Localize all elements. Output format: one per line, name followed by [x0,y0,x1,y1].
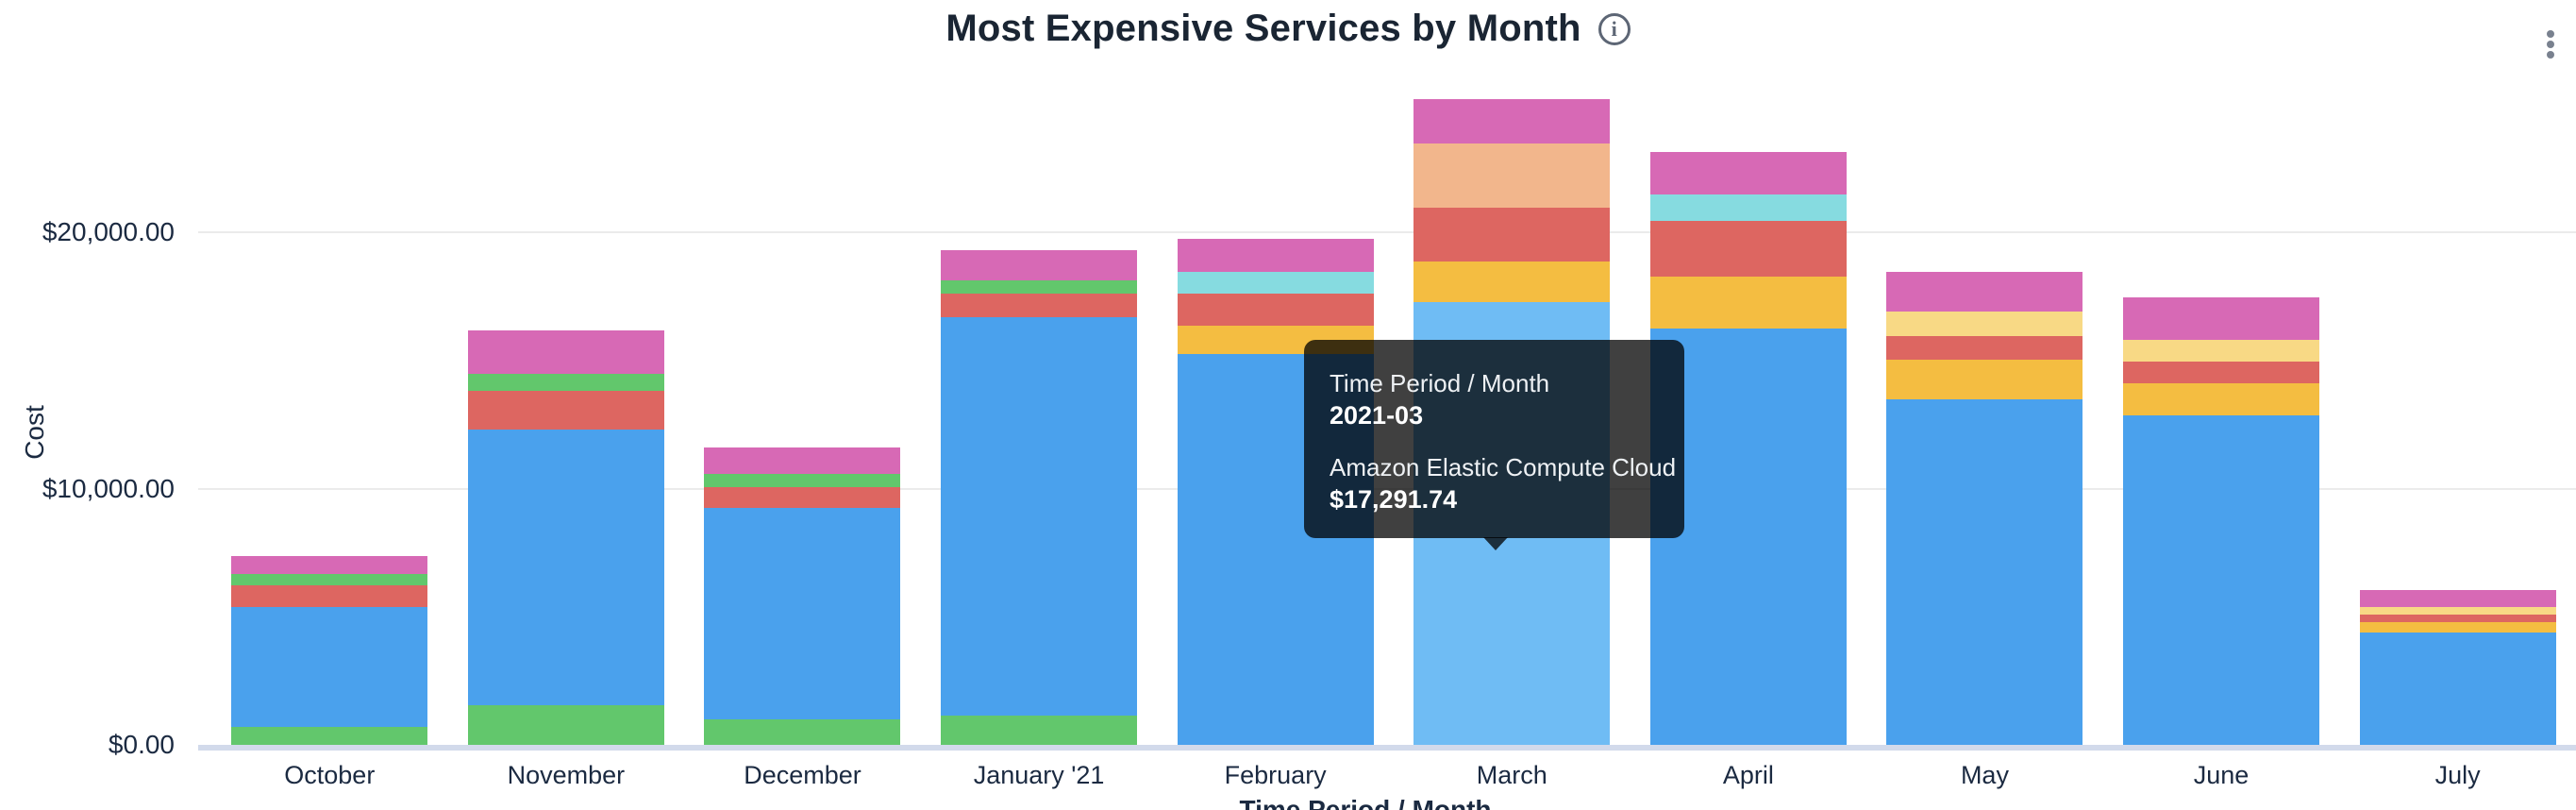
segment-green-october[interactable] [231,574,428,586]
x-axis-title: Time Period / Month [1239,795,1492,810]
bar-cell-june [2103,0,2340,745]
segment-blue-may[interactable] [1886,398,2083,745]
segment-blue-june[interactable] [2123,414,2320,745]
bar-cell-november [448,0,685,745]
segment-green-november[interactable] [467,373,664,391]
tooltip-period: 2021-03 [1330,401,1424,430]
x-axis-label-april: April [1722,761,1774,789]
segment-yellow-june[interactable] [2123,382,2320,415]
segment-pink-june[interactable] [2123,297,2320,340]
bar-june[interactable] [2123,297,2320,745]
segment-pale_yellow-july[interactable] [2359,607,2556,616]
x-axis-label-january-21: January '21 [973,761,1105,789]
y-axis-title: Cost [19,405,49,460]
segment-blue-december[interactable] [704,507,901,719]
segment-red-october[interactable] [231,585,428,608]
x-axis-label-march: March [1476,761,1547,789]
more-menu-button[interactable] [2543,26,2558,62]
segment-green-january-21[interactable] [941,715,1138,745]
bar-december[interactable] [704,447,901,745]
kebab-dot [2547,30,2554,38]
segment-green-november[interactable] [467,704,664,745]
segment-red-march[interactable] [1413,207,1611,262]
bar-november[interactable] [467,329,664,745]
segment-yellow-july[interactable] [2359,622,2556,633]
x-axis-label-june: June [2193,761,2250,789]
segment-red-may[interactable] [1886,335,2083,360]
chart-header: Most Expensive Services by Month i [0,8,2576,50]
segment-cyan-february[interactable] [1177,272,1374,294]
segment-peach-march[interactable] [1413,143,1611,208]
segment-blue-november[interactable] [467,429,664,705]
plot-area [211,0,2576,745]
segment-green-january-21[interactable] [941,279,1138,294]
segment-pink-january-21[interactable] [941,250,1138,280]
segment-pale_yellow-may[interactable] [1886,311,2083,336]
tooltip: Time Period / Month 2021-03 Amazon Elast… [1304,340,1684,550]
segment-yellow-march[interactable] [1413,261,1611,302]
gridline-20000 [198,231,2576,233]
segment-red-april[interactable] [1649,221,1847,278]
x-axis-label-may: May [1960,761,2009,789]
segment-pink-may[interactable] [1886,271,2083,312]
segment-pink-july[interactable] [2359,590,2556,608]
segment-cyan-april[interactable] [1649,194,1847,222]
x-axis-labels: October November December January '21 Februa… [211,761,2576,790]
bar-cell-july [2339,0,2576,745]
segment-red-january-21[interactable] [941,293,1138,317]
segment-red-december[interactable] [704,486,901,508]
segment-yellow-april[interactable] [1649,277,1847,329]
segment-pink-april[interactable] [1649,151,1847,195]
segment-blue-october[interactable] [231,607,428,727]
y-axis-tick-label-0: $0.00 [108,730,175,759]
bar-may[interactable] [1886,271,2083,745]
segment-blue-january-21[interactable] [941,316,1138,716]
segment-red-july[interactable] [2359,615,2556,623]
segment-pink-february[interactable] [1177,239,1374,273]
x-axis-label-february: February [1224,761,1327,789]
segment-red-june[interactable] [2123,361,2320,383]
x-axis-label-october: October [284,761,376,789]
y-axis-tick-label-20000: $20,000.00 [42,217,175,246]
bar-cell-january-21 [921,0,1158,745]
segment-pink-october[interactable] [231,556,428,575]
tooltip-dimension-label: Time Period / Month [1330,369,1550,397]
kebab-dot [2547,41,2554,48]
segment-red-february[interactable] [1177,293,1374,326]
bar-july[interactable] [2359,590,2556,745]
bar-cell-may [1866,0,2103,745]
bar-cell-october [211,0,448,745]
y-axis-tick-label-10000: $10,000.00 [42,473,175,503]
segment-pink-march[interactable] [1413,98,1611,143]
x-axis-label-november: November [507,761,626,789]
x-axis-label-december: December [744,761,861,789]
tooltip-service: Amazon Elastic Compute Cloud [1330,453,1677,481]
tooltip-amount: $17,291.74 [1330,485,1458,514]
x-axis-label-july: July [2434,761,2481,789]
segment-pink-november[interactable] [467,329,664,374]
segment-pale_yellow-june[interactable] [2123,339,2320,362]
segment-green-december[interactable] [704,718,901,745]
kebab-dot [2547,51,2554,59]
segment-pink-december[interactable] [704,447,901,474]
chart-title: Most Expensive Services by Month [945,8,1581,49]
bar-january-21[interactable] [941,250,1138,745]
segment-yellow-may[interactable] [1886,359,2083,399]
segment-blue-july[interactable] [2359,633,2556,745]
x-axis-baseline [198,745,2576,751]
segment-green-december[interactable] [704,473,901,487]
info-icon[interactable]: i [1597,12,1631,45]
segment-red-november[interactable] [467,390,664,430]
segment-green-october[interactable] [231,727,428,745]
bar-cell-december [684,0,921,745]
bar-october[interactable] [231,556,428,745]
